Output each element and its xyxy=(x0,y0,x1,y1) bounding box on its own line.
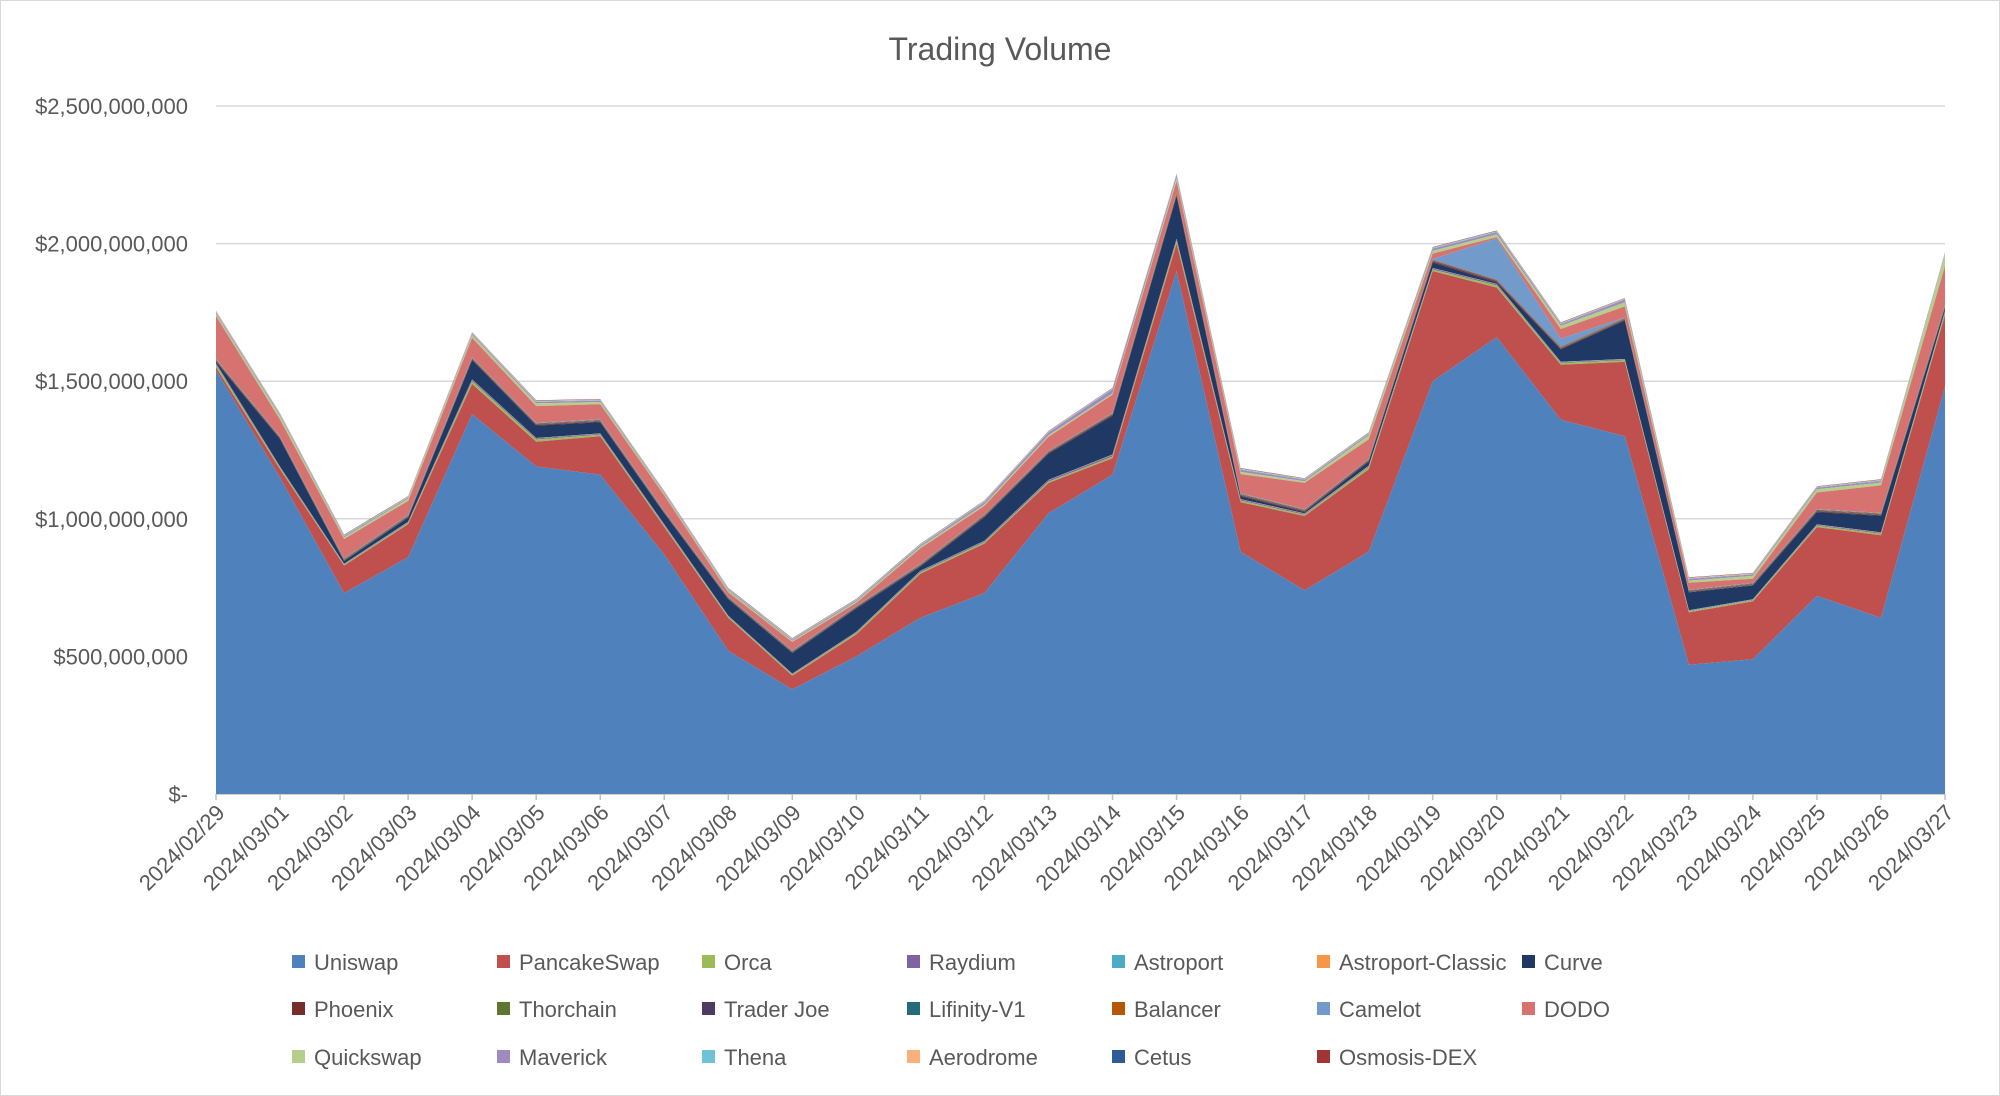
legend-label: Aerodrome xyxy=(929,1045,1038,1070)
legend-item: Lifinity-V1 xyxy=(907,997,1026,1022)
legend-label: Uniswap xyxy=(314,950,398,975)
legend-item: Phoenix xyxy=(292,997,394,1022)
legend-label: PancakeSwap xyxy=(519,950,660,975)
legend-swatch xyxy=(1522,955,1535,968)
legend-swatch xyxy=(1317,1050,1330,1063)
legend-label: DODO xyxy=(1544,997,1610,1022)
area-trader-joe xyxy=(216,193,1945,653)
legend-item: Astroport-Classic xyxy=(1317,950,1506,975)
legend-swatch xyxy=(292,955,305,968)
legend-swatch xyxy=(497,1050,510,1063)
y-tick-label: $2,500,000,000 xyxy=(35,94,188,119)
area-series-group xyxy=(216,173,1945,795)
legend-swatch xyxy=(1522,1002,1535,1015)
legend-label: Maverick xyxy=(519,1045,608,1070)
legend-label: Trader Joe xyxy=(724,997,830,1022)
chart-title: Trading Volume xyxy=(889,31,1112,67)
legend-item: Maverick xyxy=(497,1045,608,1070)
legend-item: Aerodrome xyxy=(907,1045,1038,1070)
legend-item: Uniswap xyxy=(292,950,398,975)
legend-label: Thena xyxy=(724,1045,787,1070)
y-axis: $- $500,000,000 $1,000,000,000 $1,500,000,0… xyxy=(35,94,188,807)
legend-item: Cetus xyxy=(1112,1045,1191,1070)
area-thorchain xyxy=(216,194,1945,653)
legend-label: Balancer xyxy=(1134,997,1221,1022)
legend-label: Orca xyxy=(724,950,772,975)
legend-item: Astroport xyxy=(1112,950,1223,975)
legend-label: Camelot xyxy=(1339,997,1421,1022)
legend: Uniswap PancakeSwap Orca Raydium Astroport As… xyxy=(292,950,1610,1070)
area-dodo xyxy=(216,181,1945,651)
legend-swatch xyxy=(1112,955,1125,968)
legend-swatch xyxy=(497,955,510,968)
legend-swatch xyxy=(702,1050,715,1063)
legend-swatch xyxy=(702,1002,715,1015)
legend-item: Orca xyxy=(702,950,772,975)
legend-item: Thena xyxy=(702,1045,787,1070)
area-balancer xyxy=(216,192,1945,652)
legend-item: Trader Joe xyxy=(702,997,830,1022)
area-uniswap xyxy=(216,271,1945,795)
legend-item: Balancer xyxy=(1112,997,1221,1022)
x-axis: 2024/02/292024/03/012024/03/022024/03/03… xyxy=(134,794,1959,895)
legend-item: PancakeSwap xyxy=(497,950,660,975)
legend-swatch xyxy=(1317,955,1330,968)
legend-swatch xyxy=(907,955,920,968)
legend-item: Raydium xyxy=(907,950,1016,975)
y-tick-label: $1,500,000,000 xyxy=(35,369,188,394)
area-pancakeswap xyxy=(216,243,1945,690)
area-camelot xyxy=(216,192,1945,651)
area-lifinity-v1 xyxy=(216,193,1945,652)
y-tick-label: $1,000,000,000 xyxy=(35,507,188,532)
legend-label: Cetus xyxy=(1134,1045,1191,1070)
legend-label: Phoenix xyxy=(314,997,394,1022)
legend-swatch xyxy=(292,1050,305,1063)
legend-swatch xyxy=(1317,1002,1330,1015)
legend-item: Curve xyxy=(1522,950,1603,975)
legend-swatch xyxy=(907,1002,920,1015)
legend-swatch xyxy=(1112,1050,1125,1063)
area-phoenix xyxy=(216,194,1945,654)
legend-item: Thorchain xyxy=(497,997,617,1022)
legend-item: DODO xyxy=(1522,997,1610,1022)
y-tick-label: $500,000,000 xyxy=(53,644,188,669)
legend-item: Quickswap xyxy=(292,1045,422,1070)
legend-item: Osmosis-DEX xyxy=(1317,1045,1477,1070)
legend-label: Astroport-Classic xyxy=(1339,950,1506,975)
legend-swatch xyxy=(497,1002,510,1015)
legend-label: Lifinity-V1 xyxy=(929,997,1026,1022)
legend-item: Camelot xyxy=(1317,997,1421,1022)
area-curve xyxy=(216,196,1945,674)
legend-swatch xyxy=(702,955,715,968)
legend-label: Astroport xyxy=(1134,950,1223,975)
y-tick-label: $2,000,000,000 xyxy=(35,232,188,257)
legend-swatch xyxy=(907,1050,920,1063)
legend-label: Osmosis-DEX xyxy=(1339,1045,1477,1070)
legend-label: Curve xyxy=(1544,950,1603,975)
legend-label: Raydium xyxy=(929,950,1016,975)
legend-label: Thorchain xyxy=(519,997,617,1022)
legend-label: Quickswap xyxy=(314,1045,422,1070)
y-tick-label: $- xyxy=(168,782,188,807)
legend-swatch xyxy=(1112,1002,1125,1015)
legend-swatch xyxy=(292,1002,305,1015)
